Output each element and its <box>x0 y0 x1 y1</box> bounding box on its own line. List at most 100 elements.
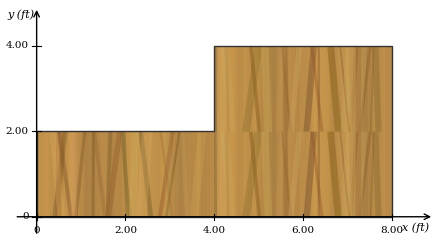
Polygon shape <box>371 131 372 217</box>
Polygon shape <box>311 131 312 217</box>
Polygon shape <box>219 46 220 131</box>
Polygon shape <box>258 46 259 131</box>
Polygon shape <box>72 131 73 217</box>
Polygon shape <box>290 131 291 217</box>
Polygon shape <box>296 46 297 131</box>
Polygon shape <box>134 131 135 217</box>
Polygon shape <box>290 46 291 131</box>
Polygon shape <box>388 46 389 131</box>
Polygon shape <box>55 131 56 217</box>
Polygon shape <box>298 131 299 217</box>
Polygon shape <box>248 131 249 217</box>
Polygon shape <box>177 131 178 217</box>
Polygon shape <box>95 131 96 217</box>
Polygon shape <box>173 131 174 217</box>
Polygon shape <box>90 131 91 217</box>
Polygon shape <box>232 46 233 131</box>
Polygon shape <box>308 46 309 131</box>
Polygon shape <box>198 131 199 217</box>
Polygon shape <box>348 46 349 131</box>
Polygon shape <box>273 46 274 131</box>
Polygon shape <box>312 131 313 217</box>
Polygon shape <box>304 46 305 131</box>
Polygon shape <box>99 131 100 217</box>
Polygon shape <box>242 46 243 131</box>
Polygon shape <box>302 131 303 217</box>
Polygon shape <box>174 131 175 217</box>
Polygon shape <box>62 131 63 217</box>
Polygon shape <box>112 131 113 217</box>
Polygon shape <box>56 131 57 217</box>
Polygon shape <box>357 46 358 131</box>
Polygon shape <box>184 131 185 217</box>
Polygon shape <box>279 131 280 217</box>
Polygon shape <box>320 46 321 131</box>
Polygon shape <box>250 131 251 217</box>
Polygon shape <box>247 46 248 131</box>
Polygon shape <box>262 131 263 217</box>
Polygon shape <box>330 46 331 131</box>
Polygon shape <box>54 131 55 217</box>
Polygon shape <box>319 131 320 217</box>
Polygon shape <box>37 131 39 217</box>
Polygon shape <box>101 131 102 217</box>
Polygon shape <box>285 131 286 217</box>
Polygon shape <box>295 131 296 217</box>
Polygon shape <box>89 131 90 217</box>
Polygon shape <box>233 131 234 217</box>
Polygon shape <box>138 131 139 217</box>
Polygon shape <box>374 46 375 131</box>
Polygon shape <box>356 46 357 131</box>
Polygon shape <box>278 131 279 217</box>
Polygon shape <box>104 131 105 217</box>
Polygon shape <box>247 131 248 217</box>
Polygon shape <box>287 46 288 131</box>
Polygon shape <box>50 131 51 217</box>
Polygon shape <box>59 131 60 217</box>
Polygon shape <box>386 46 387 131</box>
Polygon shape <box>300 131 301 217</box>
Polygon shape <box>150 131 151 217</box>
Polygon shape <box>330 131 331 217</box>
Polygon shape <box>239 131 240 217</box>
Polygon shape <box>354 131 355 217</box>
Polygon shape <box>294 46 295 131</box>
Polygon shape <box>199 131 200 217</box>
Polygon shape <box>220 131 221 217</box>
Polygon shape <box>228 131 229 217</box>
Polygon shape <box>275 46 276 131</box>
Polygon shape <box>348 131 349 217</box>
Polygon shape <box>327 46 328 131</box>
Polygon shape <box>118 131 119 217</box>
Polygon shape <box>82 131 83 217</box>
Polygon shape <box>288 131 289 217</box>
Polygon shape <box>317 46 318 131</box>
Polygon shape <box>241 46 242 131</box>
Polygon shape <box>163 131 164 217</box>
Polygon shape <box>387 46 388 131</box>
Polygon shape <box>340 46 341 131</box>
Polygon shape <box>115 131 117 217</box>
Polygon shape <box>284 131 285 217</box>
Polygon shape <box>128 131 129 217</box>
Polygon shape <box>196 131 197 217</box>
Polygon shape <box>161 131 162 217</box>
Polygon shape <box>305 131 306 217</box>
Polygon shape <box>182 131 183 217</box>
Polygon shape <box>148 131 149 217</box>
Polygon shape <box>344 46 345 131</box>
Polygon shape <box>117 131 118 217</box>
Polygon shape <box>360 131 361 217</box>
Polygon shape <box>120 131 121 217</box>
Polygon shape <box>190 131 191 217</box>
Polygon shape <box>312 46 313 131</box>
Polygon shape <box>335 131 336 217</box>
Polygon shape <box>264 131 265 217</box>
Polygon shape <box>306 131 307 217</box>
Polygon shape <box>386 131 387 217</box>
Polygon shape <box>349 131 350 217</box>
Polygon shape <box>210 131 211 217</box>
Polygon shape <box>255 131 256 217</box>
Polygon shape <box>249 46 250 131</box>
Polygon shape <box>324 46 325 131</box>
